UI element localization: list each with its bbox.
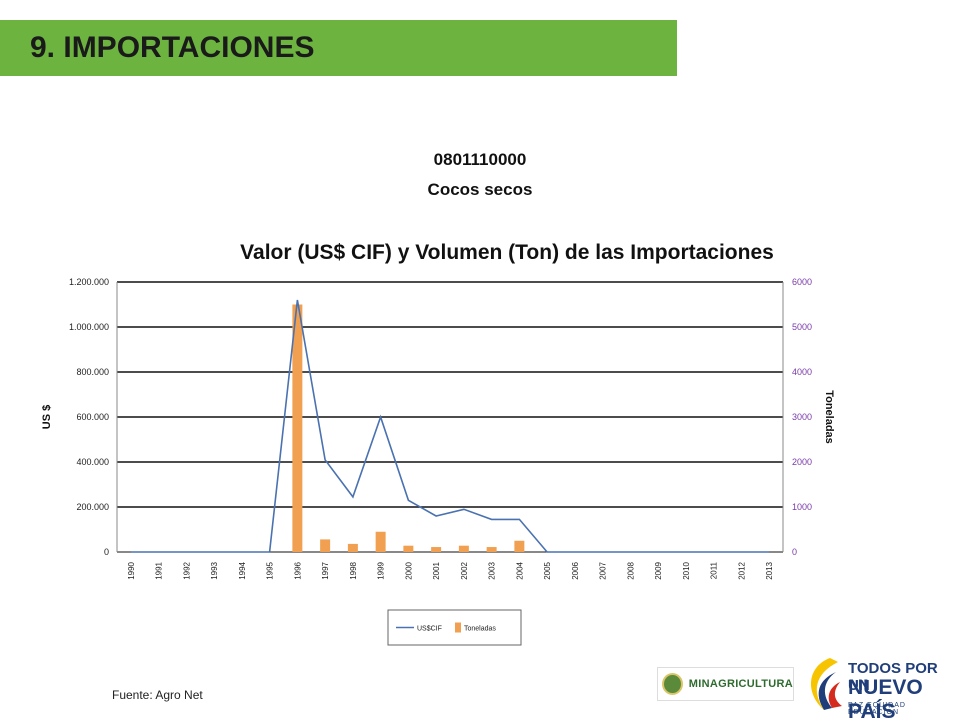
product-name: Cocos secos: [427, 180, 533, 199]
x-tick-label: 2010: [682, 561, 691, 579]
x-tick-label: 1990: [127, 561, 136, 579]
bar-toneladas: [292, 304, 303, 552]
product-code: 0801110000: [433, 150, 527, 169]
section-title: 9. IMPORTACIONES: [30, 31, 315, 64]
y2-tick-label: 4000: [792, 367, 812, 377]
x-tick-label: 2004: [515, 561, 524, 579]
bar-toneladas: [514, 540, 525, 552]
bar-toneladas: [458, 545, 469, 552]
logo-line-3: PAZ EQUIDAD EDUCACIÓN: [848, 702, 906, 716]
x-tick-label: 2006: [571, 561, 580, 579]
x-tick-label: 1992: [182, 561, 191, 579]
y-axis-title: US $: [41, 405, 53, 429]
x-tick-label: 1996: [293, 561, 302, 579]
x-tick-label: 2001: [432, 561, 441, 579]
x-tick-label: 2000: [404, 561, 413, 579]
x-tick-label: 2002: [460, 561, 469, 579]
bar-toneladas: [375, 531, 386, 552]
logo-line-1: TODOS POR UN: [848, 660, 938, 694]
bar-toneladas: [320, 539, 331, 552]
legend-swatch-toneladas: [455, 622, 461, 633]
y-tick-label: 800.000: [76, 367, 109, 377]
bar-toneladas: [347, 543, 358, 552]
y2-tick-label: 3000: [792, 412, 812, 422]
source-note: Fuente: Agro Net: [112, 688, 203, 702]
y-tick-label: 1.200.000: [69, 277, 109, 287]
legend-label-toneladas: Toneladas: [464, 626, 496, 633]
bar-toneladas: [403, 545, 414, 552]
minagricultura-logo-text: MINAGRICULTURA: [688, 678, 793, 690]
colombia-flag-swoosh-icon: [811, 658, 842, 710]
minagricultura-logo: MINAGRICULTURA: [657, 667, 794, 701]
line-uscif: [130, 299, 770, 553]
y-tick-label: 1.000.000: [69, 322, 109, 332]
x-tick-label: 1993: [210, 561, 219, 579]
x-tick-label: 1999: [377, 561, 386, 579]
y2-axis-title: Toneladas: [823, 390, 835, 444]
x-tick-label: 1994: [238, 561, 247, 579]
y2-tick-label: 5000: [792, 322, 812, 332]
y-tick-label: 0: [104, 547, 109, 557]
bar-toneladas: [431, 547, 442, 552]
x-tick-label: 1998: [349, 561, 358, 579]
y-tick-label: 600.000: [76, 412, 109, 422]
chart-title: Valor (US$ CIF) y Volumen (Ton) de las I…: [240, 241, 774, 264]
x-tick-label: 2003: [488, 561, 497, 579]
x-tick-label: 2009: [654, 561, 663, 579]
y2-tick-label: 0: [792, 547, 797, 557]
coat-of-arms-icon: [662, 673, 683, 695]
x-tick-label: 2008: [626, 561, 635, 579]
x-tick-label: 2005: [543, 561, 552, 579]
x-tick-label: 1991: [155, 561, 164, 579]
x-tick-label: 2012: [737, 561, 746, 579]
x-tick-label: 1997: [321, 561, 330, 579]
y2-tick-label: 2000: [792, 457, 812, 467]
todos-por-un-nuevo-pais-logo: TODOS POR UN NUEVO PAÍS PAZ EQUIDAD EDUC…: [800, 652, 950, 723]
y-tick-label: 200.000: [76, 502, 109, 512]
section-banner: 9. IMPORTACIONES: [0, 20, 677, 76]
logo-line-2: NUEVO PAÍS: [848, 676, 923, 723]
y2-tick-label: 1000: [792, 502, 812, 512]
x-tick-label: 1995: [266, 561, 275, 579]
x-tick-label: 2007: [599, 561, 608, 579]
legend-label-uscif: US$CIF: [417, 626, 442, 633]
y-tick-label: 400.000: [76, 457, 109, 467]
x-tick-label: 2013: [765, 561, 774, 579]
x-tick-label: 2011: [710, 561, 719, 579]
imports-chart: Valor (US$ CIF) y Volumen (Ton) de las I…: [41, 241, 835, 646]
bar-toneladas: [486, 547, 497, 552]
y2-tick-label: 6000: [792, 277, 812, 287]
